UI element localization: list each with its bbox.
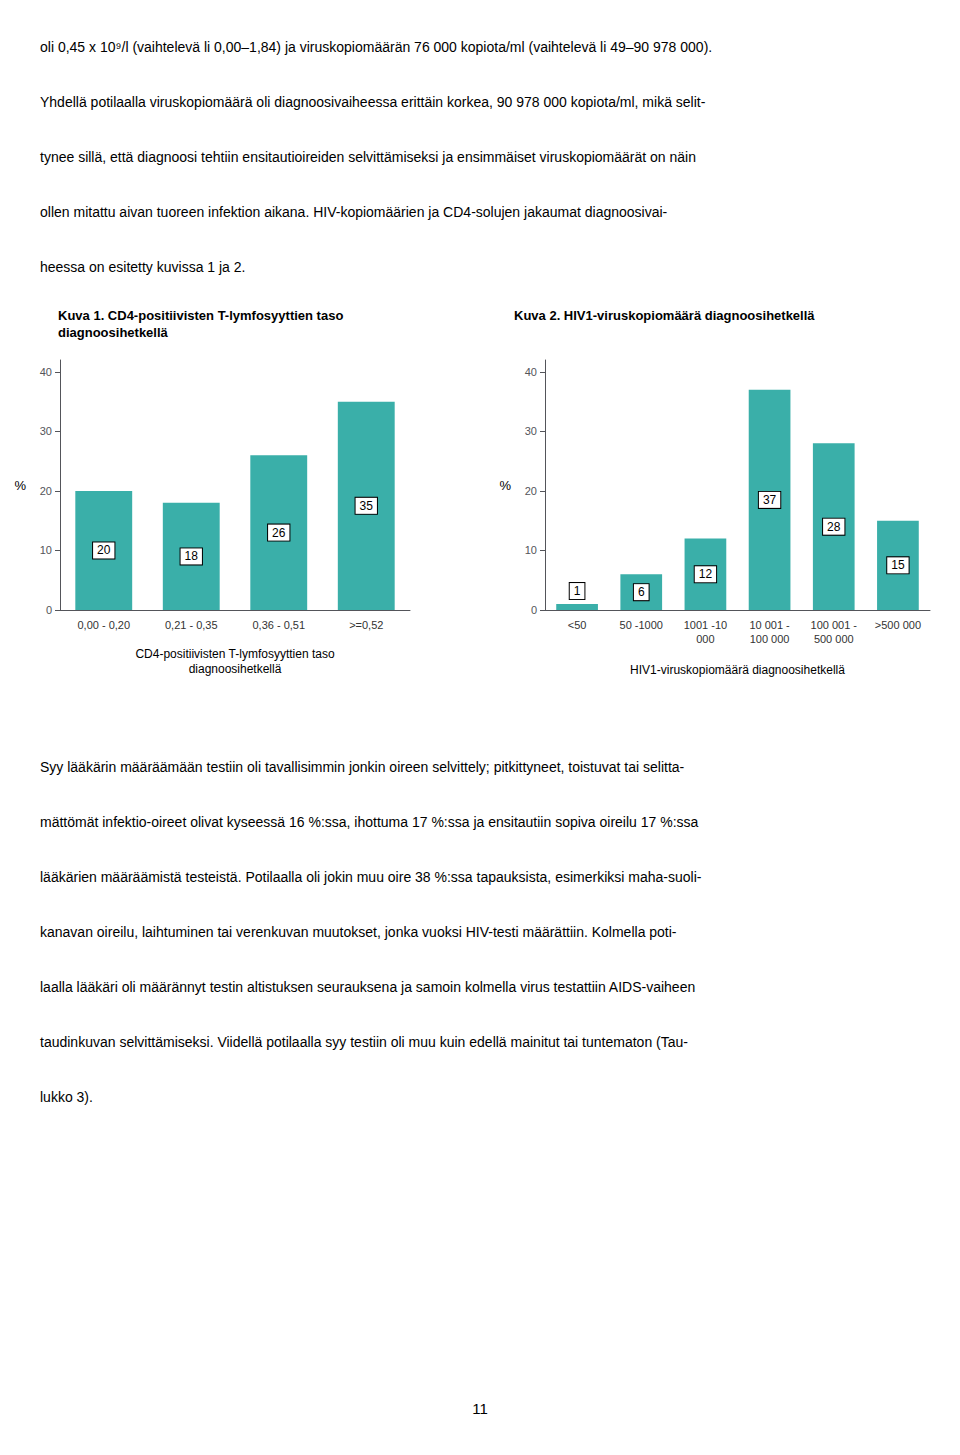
- html-text:11: 11: [472, 1400, 488, 1417]
- svg-text:Kuva 2. HIV1-viruskopiomäärä d: Kuva 2. HIV1-viruskopiomäärä diagnoosihe…: [514, 308, 815, 323]
- html-text:mättömät infektio-oireet oliva: mättömät infektio-oireet olivat kyseessä…: [40, 814, 699, 830]
- svg-text:30: 30: [40, 425, 52, 437]
- svg-text:30: 30: [525, 425, 537, 437]
- html-text:heessa on esitetty kuvissa 1 j: heessa on esitetty kuvissa 1 ja 2.: [40, 259, 246, 275]
- html-text:Syy lääkärin määräämään testii: Syy lääkärin määräämään testiin oli tava…: [40, 759, 685, 775]
- svg-text:<50: <50: [568, 619, 587, 631]
- html-text:taudinkuvan selvittämiseksi. V: taudinkuvan selvittämiseksi. Viidellä po…: [40, 1034, 688, 1050]
- svg-text:20: 20: [40, 485, 52, 497]
- svg-text:0: 0: [46, 604, 52, 616]
- svg-text:10: 10: [40, 544, 52, 556]
- html-text:laalla lääkäri oli määrännyt t: laalla lääkäri oli määrännyt testin alti…: [40, 979, 696, 995]
- svg-text:18: 18: [185, 549, 199, 563]
- svg-text:%: %: [14, 478, 26, 493]
- svg-text:Kuva 1. CD4-positiivisten T-ly: Kuva 1. CD4-positiivisten T-lymfosyyttie…: [58, 308, 343, 323]
- html-text:kanavan oireilu, laihtuminen t: kanavan oireilu, laihtuminen tai verenku…: [40, 924, 677, 940]
- svg-text:6: 6: [638, 585, 645, 599]
- svg-text:50 -1000: 50 -1000: [620, 619, 663, 631]
- svg-text:500 000: 500 000: [814, 633, 854, 645]
- html-text:lukko 3).: lukko 3).: [40, 1089, 93, 1105]
- svg-text:0,00 - 0,20: 0,00 - 0,20: [77, 619, 130, 631]
- svg-text:100 001 -: 100 001 -: [811, 619, 858, 631]
- svg-text:12: 12: [699, 567, 713, 581]
- svg-text:0: 0: [531, 604, 537, 616]
- html-text:lääkärien määräämistä testeist: lääkärien määräämistä testeistä. Potilaa…: [40, 869, 702, 885]
- html-text:Yhdellä potilaalla viruskopiom: Yhdellä potilaalla viruskopiomäärä oli d…: [40, 94, 706, 110]
- svg-text:diagnoosihetkellä: diagnoosihetkellä: [58, 325, 169, 340]
- svg-text:000: 000: [696, 633, 714, 645]
- svg-text:15: 15: [891, 558, 905, 572]
- svg-text:28: 28: [827, 520, 841, 534]
- svg-text:37: 37: [763, 493, 777, 507]
- svg-text:40: 40: [525, 366, 537, 378]
- svg-text:1001 -10: 1001 -10: [684, 619, 727, 631]
- svg-text:0,36 - 0,51: 0,36 - 0,51: [252, 619, 305, 631]
- svg-text:10 001 -: 10 001 -: [749, 619, 790, 631]
- svg-text:100 000: 100 000: [750, 633, 790, 645]
- html-text:ollen mitattu aivan tuoreen in: ollen mitattu aivan tuoreen infektion ai…: [40, 204, 668, 220]
- svg-text:20: 20: [525, 485, 537, 497]
- svg-text:1: 1: [574, 584, 581, 598]
- svg-text:10: 10: [525, 544, 537, 556]
- svg-text:CD4-positiivisten T-lymfosyytt: CD4-positiivisten T-lymfosyyttien taso: [135, 647, 335, 661]
- svg-text:0,21 - 0,35: 0,21 - 0,35: [165, 619, 218, 631]
- html-text:tynee sillä, että diagnoosi te: tynee sillä, että diagnoosi tehtiin ensi…: [40, 149, 696, 165]
- svg-text:>=0,52: >=0,52: [349, 619, 383, 631]
- svg-text:35: 35: [360, 499, 374, 513]
- html-text:oli 0,45 x 10⁹/l (vaihtelevä l: oli 0,45 x 10⁹/l (vaihtelevä li 0,00–1,8…: [40, 39, 713, 55]
- svg-text:20: 20: [97, 543, 111, 557]
- svg-text:26: 26: [272, 526, 286, 540]
- svg-text:HIV1-viruskopiomäärä diagnoosi: HIV1-viruskopiomäärä diagnoosihetkellä: [630, 663, 845, 677]
- svg-text:diagnoosihetkellä: diagnoosihetkellä: [189, 662, 282, 676]
- svg-text:>500 000: >500 000: [875, 619, 921, 631]
- svg-text:40: 40: [40, 366, 52, 378]
- svg-text:%: %: [499, 478, 511, 493]
